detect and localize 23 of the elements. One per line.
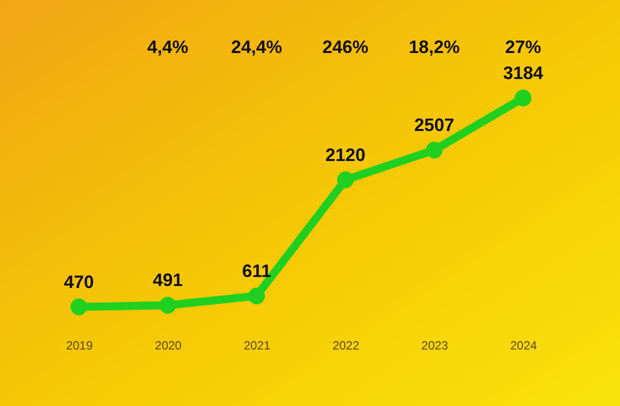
text: 4,4%: [147, 37, 188, 57]
x-tick-label: 2019: [66, 338, 94, 352]
x-tick-label: 2024: [510, 338, 538, 352]
text: 24,4%: [231, 37, 282, 57]
x-tick-label: 2023: [421, 338, 448, 352]
point: [248, 288, 265, 304]
x-tick-label: 2022: [332, 338, 360, 352]
x-tick-label: 2021: [244, 338, 271, 352]
point: [426, 142, 443, 158]
point: [70, 298, 88, 316]
data-label: 611: [242, 260, 272, 281]
point: [514, 90, 532, 106]
data-label: 491: [152, 270, 183, 290]
text: 27%: [505, 37, 542, 57]
point: [337, 172, 354, 188]
text: 246%: [322, 37, 368, 57]
data-label: 470: [64, 272, 94, 292]
x-tick-label: 2020: [154, 338, 182, 352]
point: [159, 296, 176, 314]
data-label: 2507: [414, 115, 454, 136]
data-label: 2120: [325, 144, 366, 165]
text: 18,2%: [408, 37, 460, 57]
data-label: 3184: [503, 63, 544, 83]
